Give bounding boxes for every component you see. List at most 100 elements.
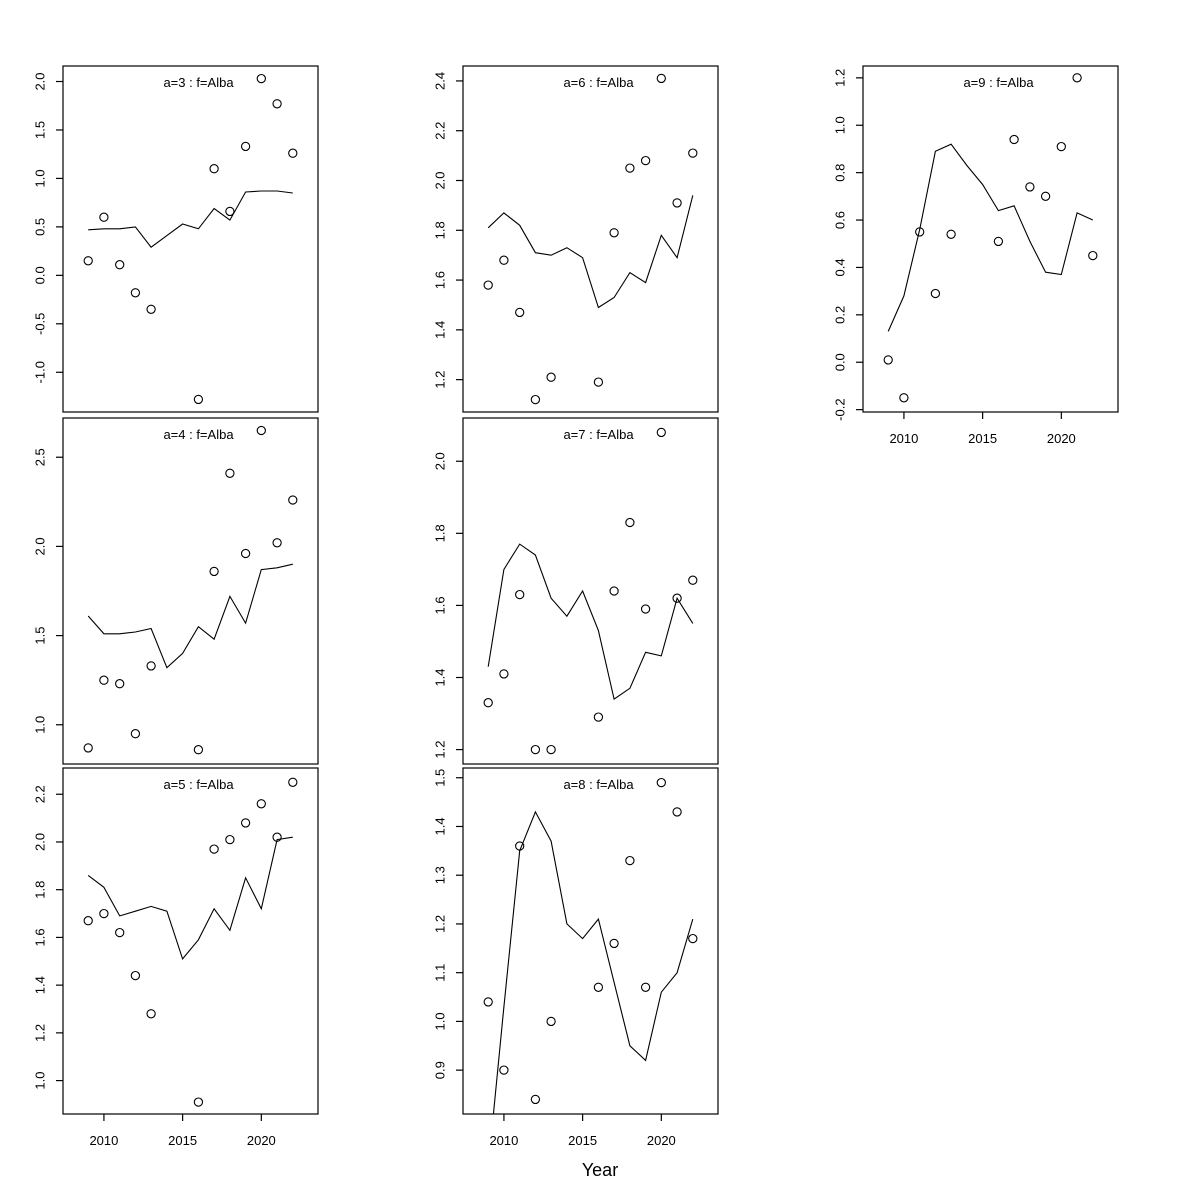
y-tick-label: 1.4 (432, 668, 447, 686)
model-line (492, 810, 694, 1114)
panel-a8-chart: 0.9 1.0 1.1 1.2 1.3 1.4 1.5 2010 2015 2020 a=8 : f… (432, 767, 719, 1148)
data-point (483, 698, 493, 708)
panel-frame (462, 65, 719, 413)
model-line (887, 143, 1094, 332)
x-axis: 2010 2015 2020 (89, 1114, 276, 1148)
y-tick-label: 2.2 (32, 785, 47, 803)
data-point (1072, 73, 1082, 83)
y-axis: 0.9 1.0 1.1 1.2 1.3 1.4 1.5 (432, 769, 463, 1079)
data-point (1009, 134, 1019, 145)
data-point (83, 256, 93, 266)
y-tick-label: 1.5 (432, 769, 447, 787)
panel-frame (462, 417, 719, 765)
y-tick-label: 1.2 (432, 371, 447, 389)
y-tick-label: 2.0 (432, 452, 447, 470)
data-point (240, 818, 251, 828)
panel-frame (62, 767, 319, 1115)
data-point (483, 997, 493, 1007)
x-axis-title: Year (581, 1160, 619, 1180)
data-point (130, 729, 141, 739)
y-axis: 1.0 1.2 1.4 1.6 1.8 2.0 2.2 (32, 785, 63, 1090)
y-tick-label: 2.0 (432, 171, 447, 189)
data-point (530, 744, 541, 755)
data-point (499, 669, 509, 679)
data-point (515, 307, 525, 318)
data-points (483, 73, 698, 405)
panel-a3: -1.0 -0.5 0.0 0.5 1.0 1.5 2.0 a=3 : f=Alba (8, 52, 328, 431)
x-tick-label: 2015 (168, 1133, 197, 1148)
data-point (209, 844, 219, 854)
panel-frame (62, 65, 319, 413)
y-tick-label: 1.2 (432, 915, 447, 933)
data-point (515, 841, 525, 851)
plot-region (483, 427, 698, 755)
data-point (593, 982, 604, 992)
data-point (1088, 250, 1098, 261)
data-point (225, 834, 235, 845)
data-point (883, 355, 893, 365)
data-point (625, 163, 635, 173)
x-tick-label: 2020 (647, 1133, 676, 1148)
model-line (87, 836, 293, 961)
data-point (225, 468, 235, 478)
data-point (672, 807, 682, 817)
data-point (99, 908, 109, 919)
data-point (625, 855, 635, 866)
data-point (115, 260, 125, 270)
x-tick-label: 2010 (889, 431, 918, 446)
data-point (115, 679, 125, 689)
data-point (146, 661, 156, 671)
data-point (1040, 191, 1051, 201)
data-point (672, 593, 682, 603)
panel-frame (462, 767, 719, 1115)
data-point (546, 1016, 556, 1027)
data-point (130, 970, 141, 981)
x-tick-label: 2020 (247, 1133, 276, 1148)
data-point (272, 832, 282, 842)
data-point (609, 586, 619, 596)
data-point (993, 236, 1004, 247)
panel-frame (862, 65, 1119, 413)
y-tick-label: 0.4 (832, 258, 847, 276)
data-point (530, 394, 541, 405)
x-tick-label: 2015 (568, 1133, 597, 1148)
y-tick-label: -1.0 (32, 361, 47, 383)
plot-region (883, 73, 1098, 403)
y-axis: 1.0 1.5 2.0 2.5 (32, 448, 63, 734)
data-point (256, 73, 266, 84)
data-point (499, 255, 509, 265)
data-point (146, 1009, 156, 1019)
data-point (288, 777, 298, 787)
model-line (487, 543, 694, 701)
data-point (272, 538, 282, 548)
y-tick-label: 1.8 (432, 221, 447, 239)
y-tick-label: 1.6 (32, 928, 47, 946)
data-point (115, 927, 125, 938)
data-point (288, 148, 298, 158)
data-point (546, 744, 556, 755)
data-point (688, 575, 698, 585)
y-tick-label: 1.2 (832, 69, 847, 87)
data-points (83, 73, 298, 405)
data-point (546, 372, 556, 382)
plot-region (83, 73, 298, 405)
y-tick-label: 1.4 (432, 321, 447, 339)
panel-title: a=6 : f=Alba (563, 75, 634, 90)
y-tick-label: 0.0 (32, 266, 47, 284)
data-point (83, 743, 93, 753)
panel-a5-chart: 1.0 1.2 1.4 1.6 1.8 2.0 2.2 2010 2015 2020 a=5 : f… (32, 767, 319, 1148)
data-points (83, 425, 298, 755)
data-point (130, 288, 141, 298)
data-point (99, 212, 109, 222)
y-tick-label: 0.9 (432, 1061, 447, 1079)
y-tick-label: 1.0 (432, 1012, 447, 1030)
data-point (656, 777, 666, 788)
plot-region (83, 777, 298, 1107)
data-point (625, 517, 635, 528)
y-tick-label: 0.0 (832, 353, 847, 371)
y-tick-label: 0.2 (832, 306, 847, 324)
x-tick-label: 2010 (89, 1133, 118, 1148)
panel-a9-chart: -0.2 0.0 0.2 0.4 0.6 0.8 1.0 1.2 2010 2015 2020 a=9… (832, 65, 1119, 446)
data-point (225, 206, 235, 217)
